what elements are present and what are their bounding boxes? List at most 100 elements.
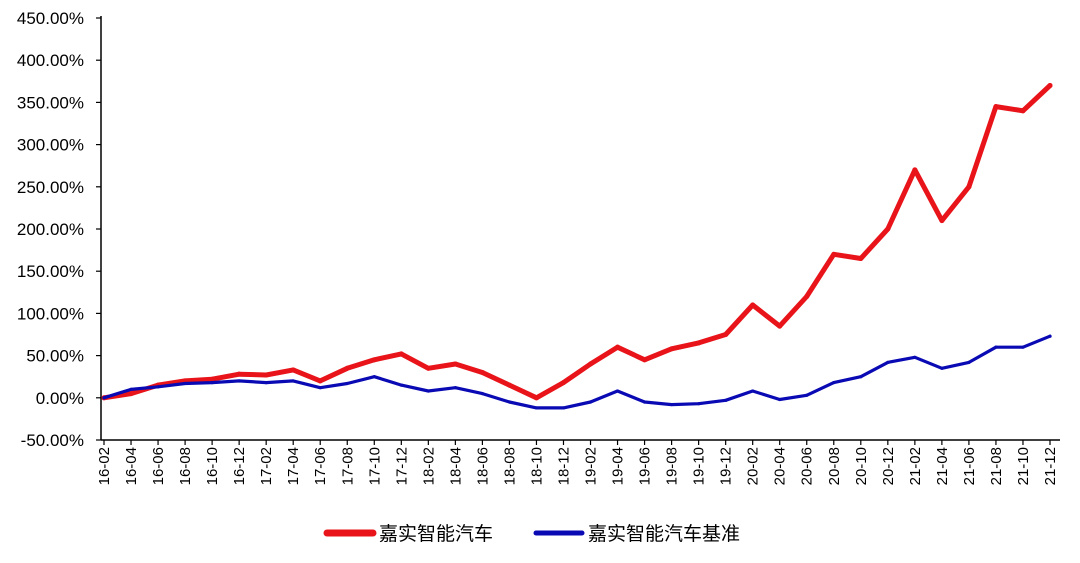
x-tick-label: 20-02 bbox=[745, 447, 762, 485]
x-tick-label: 20-04 bbox=[772, 447, 789, 485]
data-point bbox=[317, 378, 323, 384]
data-point bbox=[588, 400, 593, 404]
data-point bbox=[425, 365, 431, 371]
data-point bbox=[479, 369, 485, 375]
data-point bbox=[291, 379, 295, 383]
data-point bbox=[751, 389, 755, 393]
data-point bbox=[697, 402, 701, 406]
data-point bbox=[1021, 345, 1025, 349]
x-tick-label: 20-06 bbox=[799, 447, 816, 485]
legend-label: 嘉实智能汽车 bbox=[379, 523, 493, 545]
x-tick-label: 19-02 bbox=[583, 447, 600, 485]
data-point bbox=[940, 366, 944, 370]
data-point bbox=[778, 397, 782, 402]
data-point bbox=[1048, 334, 1052, 338]
data-point bbox=[426, 389, 430, 393]
data-point bbox=[696, 340, 702, 346]
chart-series bbox=[101, 83, 1053, 410]
x-tick-label: 18-10 bbox=[528, 447, 545, 485]
y-tick-label: 450.00% bbox=[17, 9, 84, 28]
y-tick-label: -50.00% bbox=[21, 431, 84, 450]
y-tick-label: 50.00% bbox=[26, 347, 84, 366]
y-axis-ticks: 450.00% 400.00% 350.00% 300.00% 250.00% 200.0… bbox=[17, 9, 101, 450]
data-point bbox=[128, 391, 134, 397]
x-tick-label: 16-02 bbox=[96, 447, 113, 485]
data-point bbox=[533, 395, 539, 401]
data-point bbox=[642, 357, 648, 363]
data-point bbox=[994, 345, 998, 349]
data-point bbox=[480, 391, 484, 396]
data-point bbox=[290, 367, 296, 373]
data-point bbox=[913, 355, 917, 359]
x-tick-label: 17-08 bbox=[339, 447, 356, 485]
x-tick-label: 20-08 bbox=[826, 447, 843, 485]
x-tick-label: 18-06 bbox=[474, 447, 491, 485]
x-tick-label: 20-12 bbox=[880, 447, 897, 485]
data-point bbox=[263, 372, 269, 378]
y-tick-label: 200.00% bbox=[17, 220, 84, 239]
data-point bbox=[560, 380, 566, 386]
data-point bbox=[615, 389, 620, 393]
x-tick-label: 16-06 bbox=[150, 447, 167, 485]
x-tick-label: 21-04 bbox=[934, 447, 951, 485]
data-point bbox=[507, 400, 512, 404]
x-tick-label: 17-12 bbox=[393, 447, 410, 485]
data-point bbox=[399, 383, 403, 387]
y-tick-label: 350.00% bbox=[17, 93, 84, 112]
x-tick-label: 19-10 bbox=[691, 447, 708, 485]
y-tick-label: 250.00% bbox=[17, 178, 84, 197]
x-tick-label: 18-08 bbox=[501, 447, 518, 485]
data-point bbox=[859, 375, 863, 379]
data-point bbox=[129, 387, 133, 391]
x-axis-ticks: 16-02 16-04 16-06 16-08 16-10 16-12 17-02 17-04… bbox=[96, 440, 1059, 485]
data-point bbox=[777, 323, 783, 329]
data-point bbox=[724, 398, 728, 402]
x-tick-label: 19-12 bbox=[718, 447, 735, 485]
data-point bbox=[534, 406, 539, 410]
data-point bbox=[344, 365, 350, 371]
x-tick-label: 19-06 bbox=[637, 447, 654, 485]
data-point bbox=[453, 386, 457, 390]
x-tick-label: 19-08 bbox=[664, 447, 681, 485]
data-point bbox=[345, 381, 349, 386]
data-point bbox=[372, 375, 376, 379]
x-tick-label: 17-06 bbox=[312, 447, 329, 485]
data-point bbox=[939, 218, 945, 224]
data-point bbox=[183, 381, 187, 386]
data-point bbox=[967, 360, 971, 364]
data-point bbox=[886, 360, 890, 364]
data-point bbox=[993, 104, 999, 110]
data-point bbox=[832, 381, 836, 385]
data-point bbox=[669, 346, 675, 352]
data-point bbox=[156, 385, 160, 389]
data-point bbox=[642, 400, 647, 404]
data-point bbox=[912, 167, 918, 173]
data-point bbox=[750, 302, 756, 308]
x-tick-label: 17-10 bbox=[366, 447, 383, 485]
series-line-fund bbox=[101, 83, 1053, 401]
data-point bbox=[1047, 83, 1053, 89]
data-point bbox=[885, 226, 891, 232]
y-tick-label: 100.00% bbox=[17, 304, 84, 323]
data-point bbox=[318, 386, 322, 390]
x-tick-label: 19-04 bbox=[610, 447, 627, 485]
data-point bbox=[805, 393, 809, 397]
data-point bbox=[561, 406, 566, 410]
x-tick-label: 16-12 bbox=[231, 447, 248, 485]
y-tick-label: 0.00% bbox=[36, 389, 84, 408]
x-tick-label: 21-10 bbox=[1015, 447, 1032, 485]
data-point bbox=[966, 184, 972, 190]
data-point bbox=[371, 357, 377, 363]
x-tick-label: 21-06 bbox=[961, 447, 978, 485]
x-tick-label: 16-04 bbox=[123, 447, 140, 485]
data-point bbox=[236, 371, 242, 377]
data-point bbox=[723, 332, 729, 337]
data-point bbox=[1020, 108, 1026, 114]
data-point bbox=[237, 379, 241, 383]
chart-legend: 嘉实智能汽车 嘉实智能汽车基准 bbox=[323, 523, 740, 545]
data-point bbox=[452, 361, 458, 367]
x-tick-label: 21-02 bbox=[907, 447, 924, 485]
y-tick-label: 400.00% bbox=[17, 51, 84, 70]
